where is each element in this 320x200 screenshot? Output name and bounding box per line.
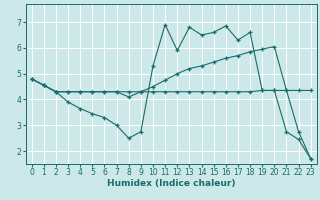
X-axis label: Humidex (Indice chaleur): Humidex (Indice chaleur) (107, 179, 236, 188)
